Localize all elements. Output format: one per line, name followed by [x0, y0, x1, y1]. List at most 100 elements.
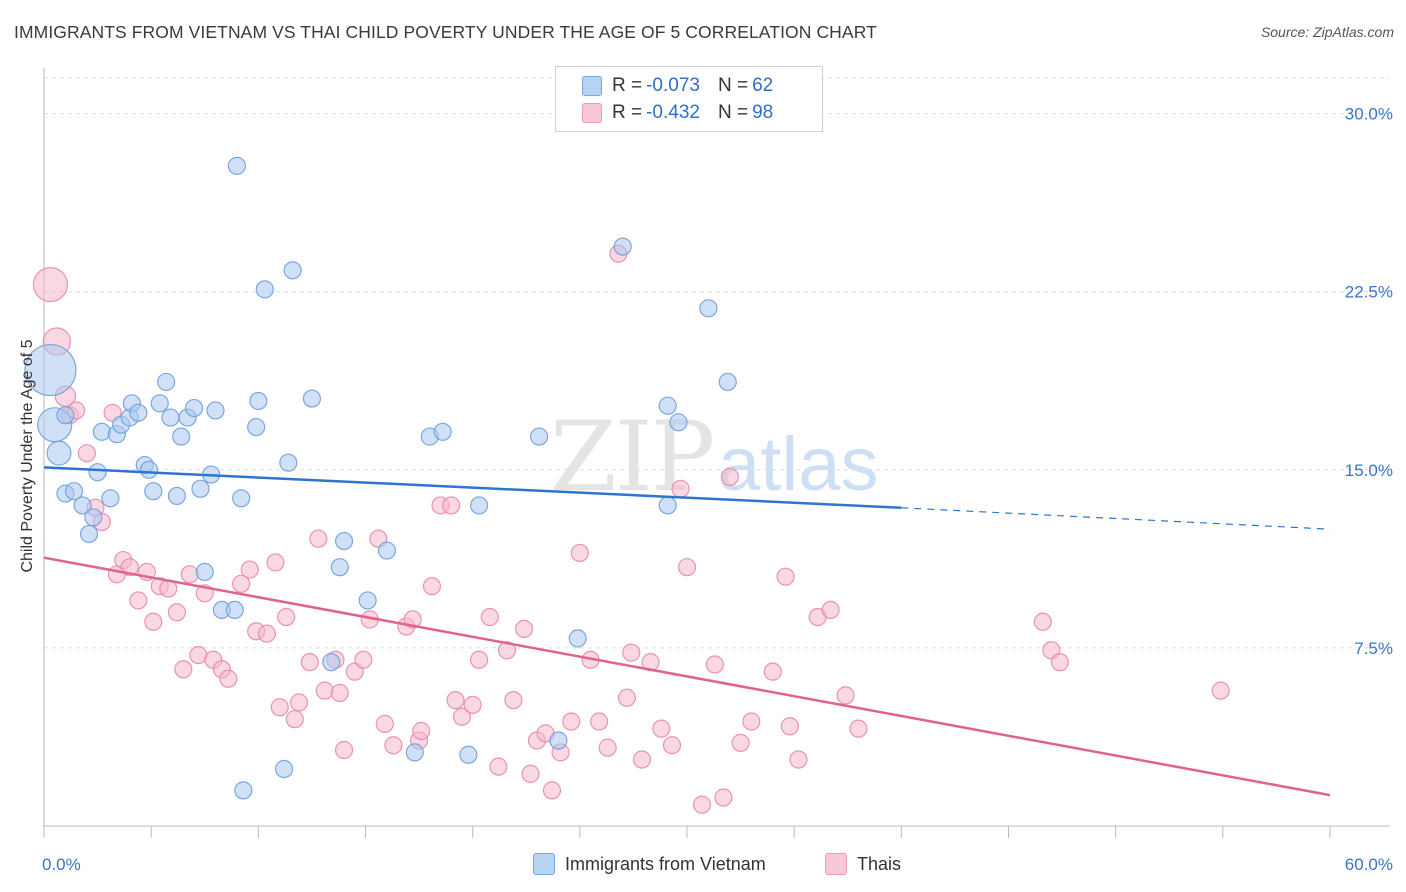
legend-item-thais: Thais: [825, 852, 901, 876]
data-point-vietnam: [658, 496, 677, 515]
data-point-vietnam: [206, 401, 225, 420]
n-label: N =: [717, 102, 749, 123]
data-point-vietnam: [279, 453, 298, 472]
data-point-thais: [180, 565, 199, 584]
data-point-thais: [763, 662, 782, 681]
data-point-thais: [289, 693, 309, 712]
data-point-thais: [463, 695, 482, 714]
legend-swatch-thais: [825, 853, 847, 875]
data-point-vietnam: [92, 422, 111, 441]
data-point-thais: [731, 733, 750, 752]
data-point-vietnam: [358, 591, 377, 610]
data-point-vietnam: [405, 743, 424, 762]
data-point-vietnam: [24, 343, 77, 397]
watermark-atlas: atlas: [718, 422, 879, 507]
legend-row-vietnam: R = -0.073 N = 62: [582, 75, 773, 97]
data-point-vietnam: [699, 299, 718, 318]
n-value: 98: [752, 102, 774, 123]
data-point-thais: [521, 764, 540, 783]
data-point-thais: [219, 669, 238, 688]
data-point-thais: [720, 467, 739, 487]
data-point-vietnam: [191, 479, 210, 498]
data-point-thais: [632, 750, 652, 769]
data-point-vietnam: [84, 508, 103, 527]
data-point-thais: [849, 719, 868, 738]
data-point-thais: [77, 444, 96, 463]
watermark: ZIP atlas: [550, 401, 879, 513]
data-point-thais: [497, 641, 517, 660]
source-label: Source: ZipAtlas.com: [1260, 24, 1394, 40]
series-thais: [32, 244, 1230, 814]
data-point-vietnam: [255, 280, 274, 299]
data-point-thais: [384, 736, 403, 755]
data-point-thais: [504, 691, 523, 710]
data-point-thais: [705, 655, 724, 674]
data-point-vietnam: [469, 496, 489, 515]
data-point-vietnam: [129, 403, 148, 422]
axes: [43, 68, 1390, 838]
data-point-thais: [232, 574, 251, 593]
data-point-vietnam: [302, 389, 322, 408]
data-point-thais: [598, 738, 617, 757]
data-point-vietnam: [249, 391, 268, 411]
data-point-vietnam: [157, 372, 176, 392]
r-value: -0.432: [646, 102, 700, 123]
y-axis-label: Child Poverty Under the Age of 5: [19, 339, 36, 573]
data-point-vietnam: [227, 156, 246, 175]
data-point-thais: [1033, 612, 1052, 631]
data-point-vietnam: [88, 463, 107, 482]
data-point-vietnam: [56, 406, 75, 425]
data-point-thais: [1050, 653, 1070, 672]
data-point-thais: [270, 698, 289, 717]
data-point-thais: [330, 683, 349, 703]
data-point-thais: [692, 795, 712, 814]
data-point-thais: [285, 710, 304, 729]
y-tick-label: 22.5%: [1345, 283, 1393, 302]
data-point-vietnam: [377, 541, 397, 560]
swatch-vietnam: [582, 76, 602, 96]
data-point-thais: [412, 721, 431, 741]
data-point-thais: [403, 610, 422, 629]
data-point-vietnam: [184, 398, 204, 418]
data-point-vietnam: [144, 482, 163, 501]
data-point-thais: [32, 266, 69, 303]
data-point-thais: [489, 757, 508, 776]
legend-row-thais: R = -0.432 N = 98: [582, 102, 773, 124]
data-point-thais: [442, 496, 461, 515]
data-point-vietnam: [79, 524, 99, 544]
data-point-thais: [776, 567, 795, 586]
data-point-thais: [662, 736, 682, 755]
data-point-vietnam: [167, 486, 186, 506]
data-point-vietnam: [46, 440, 72, 466]
data-point-vietnam: [322, 653, 341, 672]
data-point-vietnam: [247, 417, 266, 437]
data-point-thais: [677, 558, 697, 577]
data-point-thais: [821, 600, 840, 620]
data-point-vietnam: [139, 460, 159, 479]
data-point-vietnam: [73, 496, 92, 515]
data-point-vietnam: [225, 600, 244, 620]
data-point-thais: [315, 681, 334, 700]
data-point-thais: [257, 624, 277, 643]
data-point-thais: [671, 479, 690, 498]
data-point-thais: [309, 529, 328, 548]
r-value: -0.073: [646, 75, 700, 96]
correlation-legend: R = -0.073 N = 62 R = -0.432 N = 98: [555, 66, 823, 132]
data-point-thais: [570, 543, 589, 563]
data-point-thais: [129, 591, 148, 610]
legend-label-vietnam: Immigrants from Vietnam: [565, 853, 766, 874]
data-point-vietnam: [150, 394, 169, 413]
data-point-vietnam: [283, 261, 302, 280]
y-tick-label: 7.5%: [1354, 639, 1393, 658]
data-point-thais: [240, 560, 259, 579]
data-point-vietnam: [195, 562, 214, 582]
data-point-thais: [480, 607, 499, 627]
tick-labels: 7.5% 15.0% 22.5% 30.0% 0.0% 60.0%: [42, 105, 1393, 874]
x-tick-label: 60.0%: [1345, 855, 1393, 874]
data-point-thais: [714, 788, 733, 807]
data-point-thais: [515, 619, 534, 639]
data-point-thais: [446, 691, 465, 710]
data-point-thais: [144, 612, 163, 631]
trend-line-vietnam-extension: [901, 507, 1331, 530]
